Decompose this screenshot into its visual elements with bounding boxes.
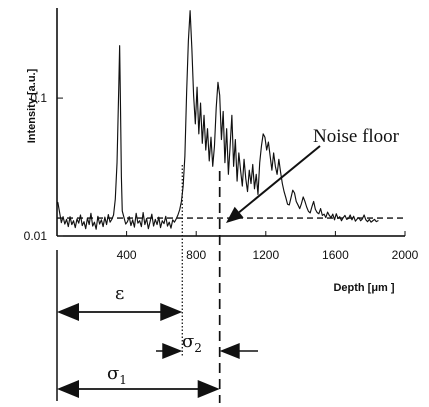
- y-axis-label: Intensity [a.u.]: [26, 68, 38, 143]
- tick-labels-group: 400 800 1200 1600 2000 0.01 0.1: [24, 91, 419, 262]
- sigma1-label: σ1: [107, 363, 127, 387]
- sigma2-left-arrowhead: [162, 343, 183, 359]
- noise-floor-arrow-shaft: [238, 145, 321, 214]
- intensity-series-line: [57, 10, 379, 230]
- sigma2-label: σ2: [182, 331, 202, 355]
- x-tick-label-1600: 1600: [322, 248, 349, 262]
- y-tick-label-0.1: 0.1: [30, 91, 47, 105]
- sigma1-right-arrowhead: [197, 380, 220, 398]
- x-tick-label-800: 800: [186, 248, 206, 262]
- noise-floor-label: Noise floor: [313, 126, 400, 147]
- data-group: [57, 10, 379, 230]
- y-tick-label-0.01: 0.01: [24, 229, 48, 243]
- epsilon-right-arrowhead: [160, 303, 183, 321]
- sigma2-right-arrowhead: [219, 343, 240, 359]
- measurement-diagram: ε σ2 σ1: [56, 250, 258, 401]
- ticks-group: [57, 97, 406, 237]
- epsilon-left-arrowhead: [57, 303, 79, 321]
- x-tick-label-2000: 2000: [392, 248, 419, 262]
- epsilon-label: ε: [115, 283, 124, 304]
- x-tick-label-1200: 1200: [252, 248, 279, 262]
- axes-group: [56, 8, 405, 237]
- x-tick-label-400: 400: [117, 248, 137, 262]
- sigma1-left-arrowhead: [57, 380, 79, 398]
- noise-floor-arrow-head: [226, 206, 244, 223]
- x-axis-label: Depth [μm ]: [333, 282, 394, 294]
